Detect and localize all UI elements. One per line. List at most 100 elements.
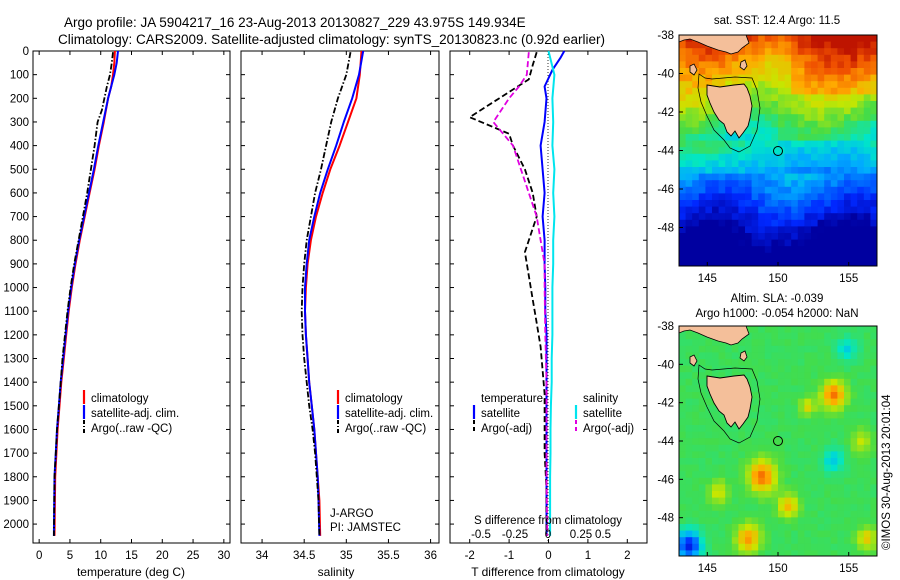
heatmap-cell — [857, 431, 865, 439]
heatmap-cell — [870, 54, 877, 62]
heatmap-cell — [745, 173, 752, 181]
heatmap-cell — [844, 385, 851, 393]
heatmap-cell — [824, 35, 832, 42]
heatmap-cell — [705, 233, 713, 240]
heatmap-cell — [751, 239, 759, 247]
heatmap-cell — [850, 35, 858, 42]
heatmap-cell — [751, 219, 759, 227]
heatmap-cell — [685, 517, 693, 525]
heatmap-cell — [870, 233, 877, 240]
heatmap-cell — [685, 352, 693, 360]
heatmap-cell — [830, 193, 838, 201]
heatmap-cell — [685, 458, 693, 465]
header-line2: Climatology: CARS2009. Satellite-adjuste… — [58, 32, 605, 47]
heatmap-cell — [791, 530, 799, 538]
heatmap-cell — [731, 219, 739, 227]
heatmap-cell — [817, 484, 825, 492]
heatmap-cell — [718, 127, 726, 135]
heatmap-cell — [850, 127, 858, 135]
heatmap-cell — [797, 186, 805, 194]
heatmap-cell — [764, 477, 772, 485]
heatmap-cell — [863, 134, 871, 141]
heatmap-cell — [712, 339, 719, 347]
heatmap-cell — [685, 252, 693, 260]
heatmap-cell — [817, 352, 825, 360]
sst-argo-location-marker — [773, 146, 783, 156]
heatmap-cell — [718, 68, 726, 75]
heatmap-cell — [685, 213, 693, 221]
heatmap-cell — [863, 206, 871, 214]
heatmap-cell — [863, 54, 871, 62]
heatmap-cell — [705, 239, 713, 247]
heatmap-cell — [824, 458, 832, 465]
heatmap-cell — [685, 74, 693, 82]
heatmap-cell — [784, 537, 792, 545]
heatmap-cell — [751, 252, 759, 260]
heatmap-cell — [718, 259, 726, 266]
heatmap-cell — [758, 504, 766, 512]
heatmap-cell — [844, 372, 851, 380]
heatmap-cell — [844, 418, 851, 426]
heatmap-cell — [679, 504, 686, 512]
heatmap-cell — [837, 101, 845, 108]
heatmap-cell — [830, 35, 838, 42]
heatmap-cell — [817, 180, 825, 188]
heatmap-cell — [824, 167, 832, 174]
heatmap-cell — [844, 147, 851, 155]
heatmap-cell — [857, 491, 865, 498]
heatmap-cell — [731, 537, 739, 545]
heatmap-cell — [791, 385, 799, 393]
heatmap-cell — [758, 186, 766, 194]
heatmap-cell — [791, 200, 799, 207]
heatmap-cell — [791, 186, 799, 194]
heatmap-cell — [784, 359, 792, 366]
heatmap-cell — [870, 120, 877, 128]
heatmap-cell — [791, 41, 799, 49]
heatmap-cell — [784, 101, 792, 108]
heatmap-cell — [705, 107, 713, 115]
heatmap-cell — [863, 167, 871, 174]
heatmap-cell — [791, 411, 799, 419]
heatmap-cell — [778, 54, 785, 62]
heatmap-cell — [745, 61, 752, 69]
heatmap-cell — [705, 153, 713, 161]
heatmap-cell — [824, 339, 832, 347]
heatmap-cell — [679, 339, 686, 347]
heatmap-cell — [712, 226, 719, 234]
heatmap-cell — [751, 543, 759, 551]
heatmap-cell — [837, 74, 845, 82]
heatmap-cell — [811, 537, 818, 545]
heatmap-cell — [797, 418, 805, 426]
heatmap-cell — [712, 239, 719, 247]
heatmap-cell — [857, 444, 865, 452]
heatmap-cell — [679, 411, 686, 419]
heatmap-cell — [837, 114, 845, 122]
legend-header-salinity: salinity — [583, 393, 618, 405]
heatmap-cell — [784, 339, 792, 347]
heatmap-cell — [863, 193, 871, 201]
heatmap-cell — [731, 365, 739, 373]
heatmap-cell — [850, 213, 858, 221]
heatmap-cell — [718, 233, 726, 240]
heatmap-cell — [844, 140, 851, 148]
heatmap-cell — [751, 35, 759, 42]
heatmap-cell — [758, 153, 766, 161]
heatmap-cell — [764, 206, 772, 214]
heatmap-cell — [685, 54, 693, 62]
heatmap-cell — [857, 127, 865, 135]
heatmap-cell — [778, 517, 785, 525]
heatmap-cell — [870, 219, 877, 227]
heatmap-cell — [705, 219, 713, 227]
heatmap-cell — [857, 530, 865, 538]
heatmap-cell — [698, 107, 706, 115]
heatmap-cell — [745, 233, 752, 240]
heatmap-cell — [745, 68, 752, 75]
heatmap-cell — [698, 464, 706, 472]
heatmap-cell — [731, 543, 739, 551]
heatmap-cell — [844, 219, 851, 227]
heatmap-cell — [764, 550, 772, 556]
heatmap-cell — [705, 365, 713, 373]
heatmap-cell — [751, 477, 759, 485]
heatmap-cell — [863, 61, 871, 69]
heatmap-cell — [692, 114, 700, 122]
